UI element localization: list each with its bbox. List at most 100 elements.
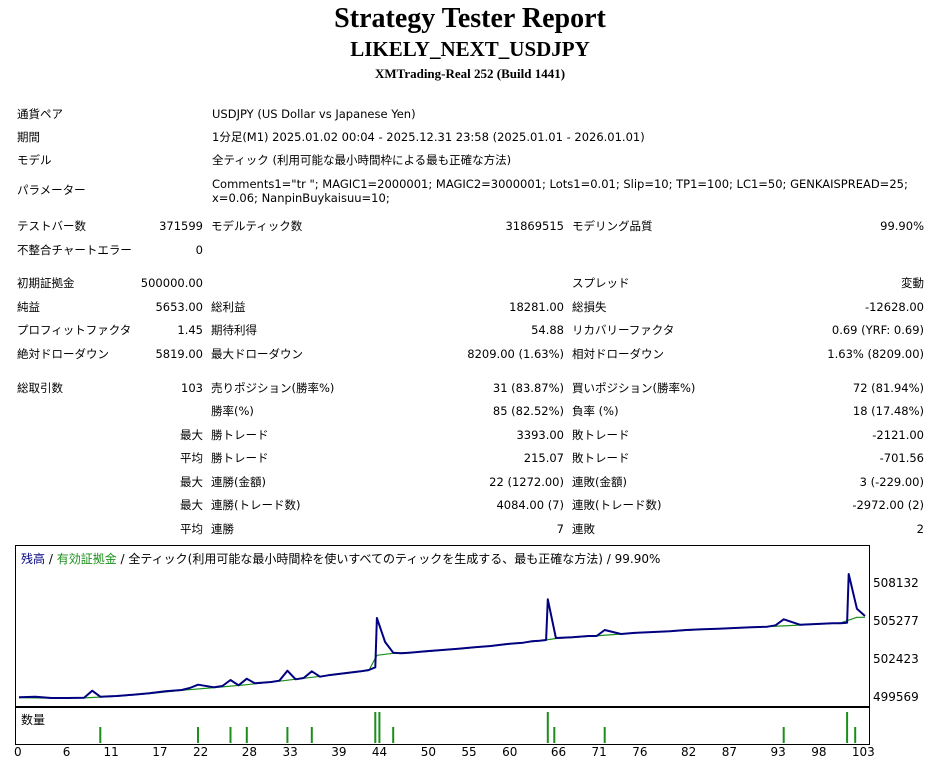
volume-bar — [392, 727, 395, 743]
volume-bar — [310, 727, 313, 743]
symbol-value: USDJPY (US Dollar vs Japanese Yen) — [212, 107, 416, 121]
volume-bar — [229, 727, 232, 743]
avg-label-2: 平均 — [180, 522, 203, 536]
long-label: 買いポジション(勝率%) — [572, 381, 696, 395]
legend-balance: 残高 — [21, 552, 46, 566]
short-label: 売りポジション(勝率%) — [211, 381, 335, 395]
y-tick-label: 508132 — [873, 576, 919, 591]
legend-sep-1: / — [45, 552, 57, 566]
deposit-label: 初期証拠金 — [17, 276, 75, 290]
x-tick-label: 22 — [192, 745, 209, 759]
x-tick-label: 0 — [14, 745, 22, 759]
trades-label: 総取引数 — [17, 381, 63, 395]
x-tick-label: 66 — [550, 745, 567, 759]
mismatch-label: 不整合チャートエラー — [17, 243, 132, 257]
cons-loss-label: 連敗(トレード数) — [572, 498, 662, 512]
report-title: Strategy Tester Report — [334, 3, 606, 34]
gross-loss-value: -12628.00 — [864, 300, 924, 314]
x-tick-label: 33 — [282, 745, 298, 759]
avg-cons-loss-value: 2 — [916, 522, 924, 536]
symbol-label: 通貨ペア — [17, 107, 63, 121]
max-label-1: 最大 — [180, 428, 203, 442]
volume-bar — [197, 727, 199, 743]
recovery-value: 0.69 (YRF: 0.69) — [831, 323, 924, 337]
avg-cons-wins-label: 連勝 — [211, 522, 234, 536]
lossrate-label: 負率 (%) — [572, 404, 619, 418]
x-tick-label: 98 — [811, 745, 827, 759]
avg-loss-label: 敗トレード — [572, 451, 630, 465]
volume-bar — [782, 727, 785, 743]
model-label: モデル — [17, 153, 52, 167]
expected-label: 期待利得 — [211, 323, 257, 337]
legend-model: 全ティック(利用可能な最小時間枠を使いすべてのティックを生成する、最も正確な方法… — [128, 552, 603, 566]
cons-wins-amt-label: 連勝(金額) — [211, 475, 266, 489]
x-tick-label: 17 — [152, 745, 168, 759]
expected-value: 54.88 — [531, 323, 564, 337]
abs-dd-value: 5819.00 — [155, 347, 203, 361]
net-value: 5653.00 — [155, 300, 203, 314]
volume-bar — [374, 712, 377, 743]
cons-profit-label: 連勝(トレード数) — [211, 498, 301, 512]
recovery-label: リカバリーファクタ — [572, 323, 675, 337]
y-tick-label: 505277 — [873, 614, 919, 629]
volume-bar — [546, 712, 549, 743]
max-dd-label: 最大ドローダウン — [211, 347, 303, 361]
volume-bar — [603, 727, 606, 743]
ea-name: LIKELY_NEXT_USDJPY — [350, 37, 590, 61]
mismatch-value: 0 — [195, 243, 203, 257]
avg-loss-value: -701.56 — [879, 451, 924, 465]
x-tick-label: 93 — [770, 745, 786, 759]
server-info: XMTrading-Real 252 (Build 1441) — [374, 66, 566, 81]
y-tick-label: 499569 — [873, 690, 919, 705]
avg-label-1: 平均 — [180, 451, 203, 465]
x-tick-label: 103 — [851, 745, 875, 759]
net-label: 純益 — [17, 300, 40, 314]
cons-loss-value: -2972.00 (2) — [852, 498, 924, 512]
volume-bar — [553, 727, 556, 743]
winrate-value: 85 (82.52%) — [492, 404, 564, 418]
bars-value: 371599 — [159, 219, 203, 233]
x-tick-label: 82 — [681, 745, 697, 759]
x-tick-label: 71 — [591, 745, 607, 759]
volume-chart — [99, 712, 857, 743]
long-value: 72 (81.94%) — [852, 381, 924, 395]
deposit-value: 500000.00 — [140, 276, 203, 290]
volume-label: 数量 — [21, 713, 46, 727]
params-label: パラメーター — [17, 183, 86, 197]
bars-label: テストバー数 — [17, 219, 86, 233]
spread-value: 変動 — [901, 276, 924, 290]
avg-win-value: 215.07 — [523, 451, 564, 465]
max-dd-value: 8209.00 (1.63%) — [467, 347, 564, 361]
cons-wins-amt-value: 22 (1272.00) — [489, 475, 564, 489]
pf-label: プロフィットファクタ — [17, 323, 132, 337]
lossrate-value: 18 (17.48%) — [852, 404, 924, 418]
ticks-value: 31869515 — [505, 219, 564, 233]
balance-chart — [18, 573, 866, 699]
avg-win-label: 勝トレード — [211, 451, 269, 465]
volume-bar — [846, 712, 849, 743]
rel-dd-label: 相対ドローダウン — [572, 347, 664, 361]
volume-bar — [378, 712, 381, 743]
avg-cons-wins-value: 7 — [556, 522, 564, 536]
gross-profit-label: 総利益 — [211, 300, 246, 314]
params-value: Comments1="tr "; MAGIC1=2000001; MAGIC2=… — [212, 177, 908, 205]
gross-loss-label: 総損失 — [572, 300, 607, 314]
max-loss-label: 敗トレード — [572, 428, 630, 442]
pf-value: 1.45 — [177, 323, 203, 337]
y-tick-label: 502423 — [873, 652, 919, 667]
cons-loss-amt-value: 3 (-229.00) — [859, 475, 924, 489]
balance-series-line — [18, 573, 866, 699]
max-win-value: 3393.00 — [516, 428, 564, 442]
x-tick-label: 39 — [331, 745, 347, 759]
max-label-2: 最大 — [180, 475, 203, 489]
short-value: 31 (83.87%) — [492, 381, 564, 395]
legend-quality: 99.90% — [614, 552, 661, 566]
legend-equity: 有効証拠金 — [56, 552, 117, 566]
equity-series-line — [18, 616, 865, 699]
volume-bar — [245, 727, 248, 743]
chart-legend: 残高 / 有効証拠金 / 全ティック(利用可能な最小時間枠を使いすべてのティック… — [21, 550, 660, 567]
cons-loss-amt-label: 連敗(金額) — [572, 475, 627, 489]
volume-bar — [854, 727, 857, 743]
quality-label: モデリング品質 — [572, 219, 653, 233]
rel-dd-value: 1.63% (8209.00) — [827, 347, 924, 361]
